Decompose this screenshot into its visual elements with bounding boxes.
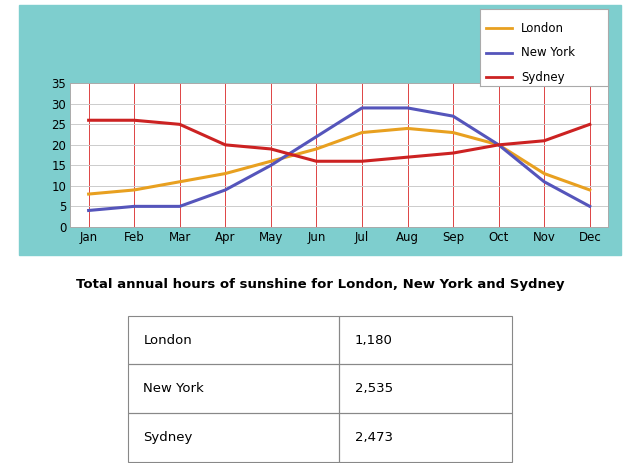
Bar xyxy=(128,413,339,462)
Text: London: London xyxy=(521,22,564,35)
Text: 2,535: 2,535 xyxy=(355,382,393,395)
Bar xyxy=(339,316,512,364)
Bar xyxy=(128,364,339,413)
Text: Sydney: Sydney xyxy=(521,71,564,84)
Bar xyxy=(339,413,512,462)
Text: Sydney: Sydney xyxy=(143,431,193,444)
Bar xyxy=(339,364,512,413)
Bar xyxy=(128,316,339,364)
Text: 2,473: 2,473 xyxy=(355,431,392,444)
Text: New York: New York xyxy=(143,382,204,395)
Text: Total annual hours of sunshine for London, New York and Sydney: Total annual hours of sunshine for Londo… xyxy=(76,278,564,291)
Text: London: London xyxy=(143,333,192,347)
Text: New York: New York xyxy=(521,46,575,59)
Text: 1,180: 1,180 xyxy=(355,333,392,347)
